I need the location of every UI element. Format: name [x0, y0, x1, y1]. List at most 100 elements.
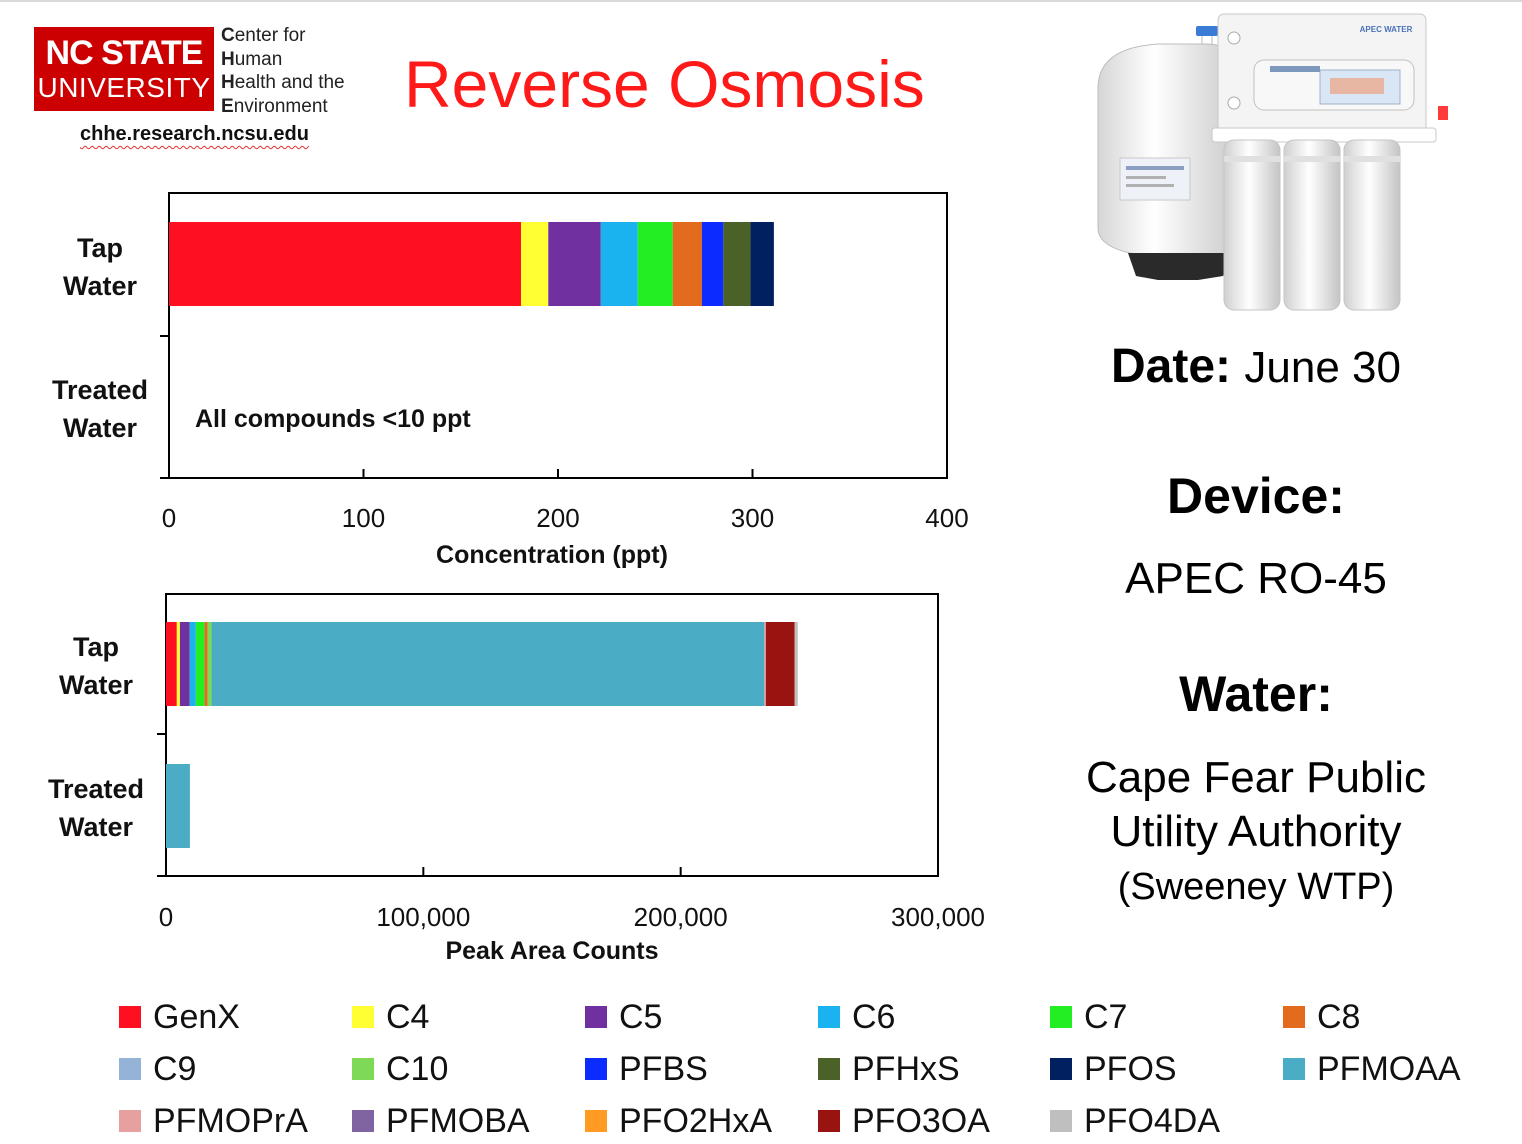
x-axis-label: Concentration (ppt)	[436, 541, 668, 569]
center-name-line: Center for	[221, 25, 306, 46]
legend-item-c10: C10	[352, 1049, 448, 1089]
x-tick-label: 200,000	[634, 902, 728, 932]
bar-pfbs-tap	[701, 222, 724, 306]
chart-1: 0 100 200 300 400 Concentration (ppt) Tap Water…	[52, 192, 969, 569]
legend-label: C8	[1317, 997, 1361, 1036]
water-value-line-1: Cape Fear Public	[1086, 753, 1426, 802]
category-label: Treated	[52, 375, 148, 405]
legend-swatch	[818, 1006, 840, 1028]
legend-swatch	[119, 1058, 141, 1080]
x-tick-label: 100	[342, 503, 385, 533]
legend-swatch	[119, 1110, 141, 1132]
water-value-line-2: Utility Authority	[1110, 807, 1402, 856]
center-name: Center for Human Health and the Environm…	[221, 24, 345, 118]
bar-c5-tap	[548, 222, 601, 306]
category-label: Water	[63, 271, 138, 301]
logo-line-2: UNIVERSITY	[37, 72, 211, 103]
category-label: Water	[59, 670, 134, 700]
bar-c8-tap	[204, 622, 208, 706]
legend-item-pfo3oa: PFO3OA	[818, 1101, 990, 1141]
category-label: Water	[63, 413, 138, 443]
legend-label: GenX	[153, 997, 240, 1036]
x-tick-label: 0	[159, 902, 173, 932]
date-value: June 30	[1244, 343, 1401, 392]
x-tick-label: 0	[162, 503, 176, 533]
legend-item-pfhxs: PFHxS	[818, 1049, 960, 1089]
legend-label: PFO4DA	[1084, 1101, 1221, 1140]
device-value: APEC RO-45	[1125, 554, 1387, 603]
bar-c7-tap	[637, 222, 673, 306]
bar-pfmopra-tap	[764, 622, 766, 706]
x-tick-label: 400	[925, 503, 968, 533]
legend-item-c7: C7	[1050, 997, 1127, 1037]
center-name-line: Human	[221, 48, 283, 70]
slide-title: Reverse Osmosis	[404, 47, 925, 121]
category-label: Water	[59, 812, 134, 842]
legend-swatch	[818, 1110, 840, 1132]
bar-c4-tap	[176, 622, 180, 706]
legend-swatch	[352, 1006, 374, 1028]
legend-swatch	[1050, 1110, 1072, 1132]
legend-label: PFMOAA	[1317, 1049, 1461, 1088]
legend-item-pfmoaa: PFMOAA	[1283, 1049, 1461, 1089]
legend-label: PFMOPrA	[153, 1101, 308, 1140]
legend-label: PFMOBA	[386, 1101, 530, 1140]
filter-assembly: APEC WATER	[1211, 13, 1448, 311]
legend-swatch	[818, 1058, 840, 1080]
legend-item-pfmoba: PFMOBA	[352, 1101, 530, 1141]
bar-pfo4da-tap	[794, 622, 798, 706]
legend-label: C6	[852, 997, 896, 1036]
category-label: Treated	[48, 774, 144, 804]
website-link[interactable]: chhe.research.ncsu.edu	[80, 123, 309, 145]
logo-line-1: NC STATE	[45, 34, 204, 72]
center-name-line: Environment	[221, 95, 328, 117]
device-label: Device:	[1167, 468, 1345, 524]
chart-annotation: All compounds <10 ppt	[195, 405, 471, 433]
water-value-line-3: (Sweeney WTP)	[1117, 866, 1395, 908]
bar-c8-tap	[672, 222, 702, 306]
date-row: Date: June 30	[1040, 338, 1472, 396]
bar-pfo3oa-tap	[765, 622, 795, 706]
legend-label: PFO2HxA	[619, 1101, 773, 1140]
legend-item-c8: C8	[1283, 997, 1360, 1037]
bar-c5-tap	[179, 622, 190, 706]
legend-swatch	[1283, 1006, 1305, 1028]
top-border	[0, 0, 1522, 2]
legend-item-pfbs: PFBS	[585, 1049, 708, 1089]
category-label: Tap	[77, 233, 123, 263]
chart-2: 0 100,000 200,000 300,000 Peak Area Counts Ta…	[48, 593, 985, 965]
bar-pfos-tap	[750, 222, 774, 306]
legend-item-pfmopra: PFMOPrA	[119, 1101, 308, 1141]
legend-label: PFO3OA	[852, 1101, 990, 1140]
bar-genx-tap	[166, 622, 177, 706]
legend-swatch	[585, 1110, 607, 1132]
legend-item-c4: C4	[352, 997, 429, 1037]
legend-label: PFOS	[1084, 1049, 1177, 1088]
legend-label: PFBS	[619, 1049, 708, 1088]
category-label: Tap	[73, 632, 119, 662]
legend-item-c6: C6	[818, 997, 895, 1037]
ro-device-image: APEC WATER	[1097, 13, 1448, 311]
x-tick-label: 300,000	[891, 902, 985, 932]
x-axis-label: Peak Area Counts	[445, 937, 658, 965]
legend-item-c9: C9	[119, 1049, 196, 1089]
legend-swatch	[1050, 1006, 1072, 1028]
bar-pfhxs-tap	[723, 222, 751, 306]
bar-c6-tap	[600, 222, 638, 306]
legend-label: C5	[619, 997, 663, 1036]
legend-item-pfo4da: PFO4DA	[1050, 1101, 1220, 1141]
legend-label: C10	[386, 1049, 449, 1088]
bar-pfmoaa-tap	[211, 622, 765, 706]
legend-swatch	[352, 1110, 374, 1132]
water-label: Water:	[1179, 666, 1333, 722]
date-label: Date:	[1111, 340, 1232, 393]
legend-swatch	[1050, 1058, 1072, 1080]
legend-swatch	[1283, 1058, 1305, 1080]
bar-pfmoaa-treated	[166, 764, 190, 848]
legend-label: PFHxS	[852, 1049, 960, 1088]
bar-c6-tap	[189, 622, 196, 706]
x-tick-label: 300	[731, 503, 774, 533]
center-name-line: Health and the	[221, 72, 345, 93]
legend-item-c5: C5	[585, 997, 662, 1037]
